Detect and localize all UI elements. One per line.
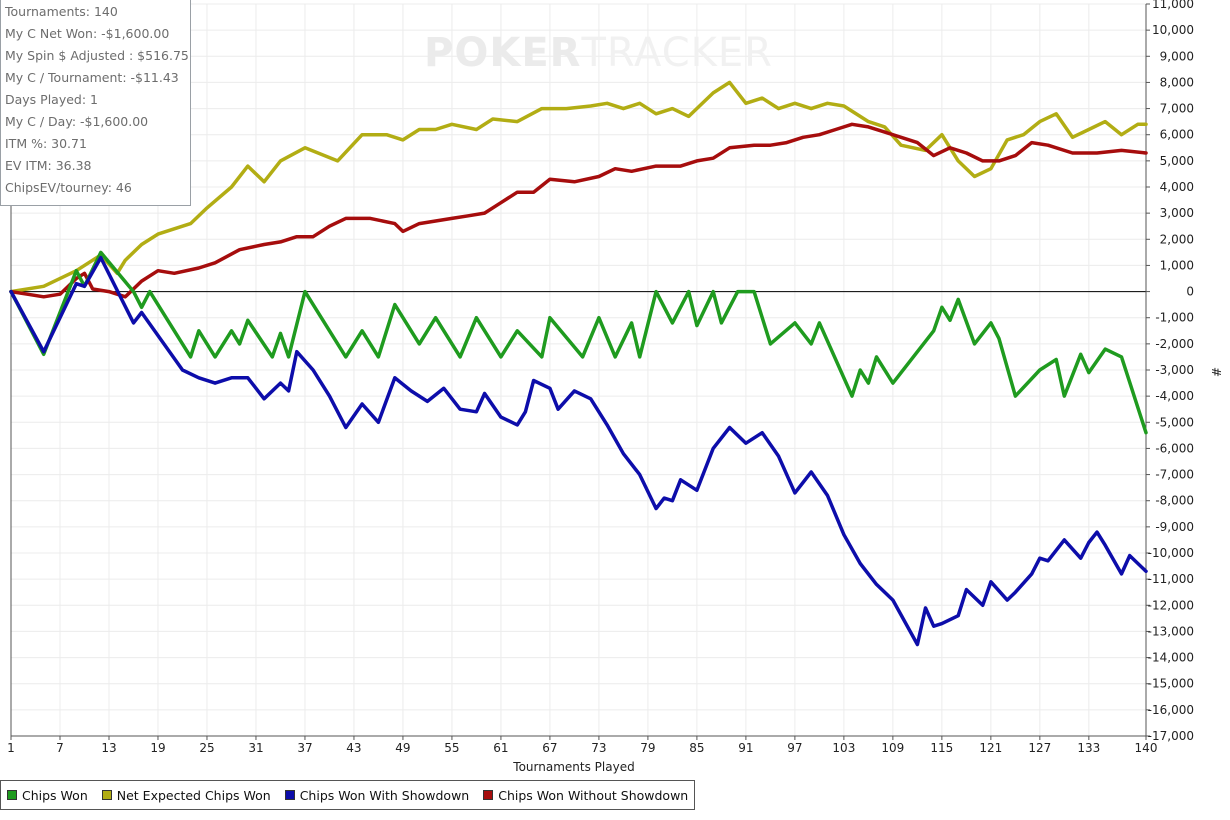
y-tick-label: -16,000 xyxy=(1148,703,1194,717)
y-tick-label: -3,000 xyxy=(1155,363,1194,377)
y-axis-ticks: 11,000 10,000 9,000 8,000 7,000 6,000 5,000 4,0… xyxy=(1146,0,1194,743)
x-tick-label: 31 xyxy=(248,741,263,755)
series-lines xyxy=(9,80,1148,647)
x-tick-label: 73 xyxy=(591,741,606,755)
y-tick-label: -2,000 xyxy=(1155,337,1194,351)
y-tick-label: 8,000 xyxy=(1160,75,1194,89)
y-tick-label: 6,000 xyxy=(1160,128,1194,142)
legend-swatch xyxy=(483,790,494,800)
watermark-part2: TRACKER xyxy=(581,30,773,76)
y-tick-label: -10,000 xyxy=(1148,546,1194,560)
y-tick-label: -4,000 xyxy=(1155,389,1194,403)
x-tick-label: 49 xyxy=(395,741,410,755)
stat-line: My C Net Won: -$1,600.00 xyxy=(5,26,170,41)
legend-label: Chips Won Without Showdown xyxy=(498,787,689,803)
x-axis-label: Tournaments Played xyxy=(512,760,634,774)
x-tick-label: 121 xyxy=(979,741,1002,755)
series-line-net-expected-chips-won xyxy=(9,80,1148,294)
y-tick-label: 10,000 xyxy=(1152,23,1194,37)
legend-item-chips-won-without-showdown: Chips Won Without Showdown xyxy=(483,788,688,803)
x-tick-label: 127 xyxy=(1028,741,1051,755)
y-tick-label: -13,000 xyxy=(1148,624,1194,638)
y-tick-label: -15,000 xyxy=(1148,677,1194,691)
y-tick-label: -17,000 xyxy=(1148,729,1194,743)
chart-legend: Chips Won Net Expected Chips Won Chips Won… xyxy=(0,780,696,810)
legend-label: Chips Won xyxy=(22,787,88,803)
stat-line: ITM %: 30.71 xyxy=(5,136,87,151)
y-axis-label: # xyxy=(1209,367,1223,377)
legend-item-net-expected-chips-won: Net Expected Chips Won xyxy=(101,787,271,803)
x-tick-label: 79 xyxy=(640,741,655,755)
x-tick-label: 37 xyxy=(297,741,312,755)
y-tick-label: -11,000 xyxy=(1148,572,1194,586)
x-tick-label: 13 xyxy=(101,741,116,755)
y-tick-label: 11,000 xyxy=(1152,0,1194,11)
x-tick-label: 85 xyxy=(689,741,704,755)
x-tick-label: 55 xyxy=(444,741,459,755)
stat-line: ChipsEV/tourney: 46 xyxy=(5,180,132,195)
legend-label: Chips Won With Showdown xyxy=(299,787,470,803)
y-tick-label: -1,000 xyxy=(1155,311,1194,325)
stat-line: My C / Tournament: -$11.43 xyxy=(5,70,179,85)
y-tick-label: -14,000 xyxy=(1148,651,1194,665)
stats-panel: Tournaments: 140 My C Net Won: -$1,600.00… xyxy=(0,0,191,206)
y-tick-label: 9,000 xyxy=(1160,49,1194,63)
y-tick-label: -8,000 xyxy=(1155,494,1194,508)
y-tick-label: -12,000 xyxy=(1148,598,1194,612)
x-tick-label: 115 xyxy=(930,741,953,755)
x-tick-label: 25 xyxy=(199,741,214,755)
pokertracker-watermark: POKERTRACKER xyxy=(424,30,773,76)
x-tick-label: 97 xyxy=(787,741,802,755)
x-tick-label: 103 xyxy=(832,741,855,755)
y-tick-label: -9,000 xyxy=(1155,520,1194,534)
watermark-part1: POKER xyxy=(424,30,582,76)
legend-swatch xyxy=(284,790,295,800)
y-tick-label: -6,000 xyxy=(1155,441,1194,455)
x-tick-label: 109 xyxy=(881,741,904,755)
y-tick-label: 3,000 xyxy=(1160,206,1194,220)
y-tick-label: 0 xyxy=(1186,285,1194,299)
y-tick-label: 5,000 xyxy=(1160,154,1194,168)
legend-item-chips-won-with-showdown: Chips Won With Showdown xyxy=(284,787,470,803)
legend-item-chips-won: Chips Won xyxy=(7,788,88,803)
series-line-chips-won-without-showdown xyxy=(9,122,1148,299)
stat-line: EV ITM: 36.38 xyxy=(5,158,92,173)
x-tick-label: 133 xyxy=(1077,741,1100,755)
y-tick-label: -7,000 xyxy=(1155,468,1194,482)
stat-line: My C / Day: -$1,600.00 xyxy=(5,114,149,129)
x-tick-label: 91 xyxy=(738,741,753,755)
x-tick-label: 7 xyxy=(56,741,64,755)
legend-swatch xyxy=(101,790,112,800)
legend-swatch xyxy=(7,790,17,800)
x-tick-label: 140 xyxy=(1135,741,1158,755)
x-tick-label: 19 xyxy=(150,741,165,755)
y-tick-label: 4,000 xyxy=(1160,180,1194,194)
legend-label: Net Expected Chips Won xyxy=(116,787,271,803)
x-tick-label: 43 xyxy=(346,741,361,755)
y-tick-label: -5,000 xyxy=(1155,415,1194,429)
stat-line: Days Played: 1 xyxy=(5,92,98,107)
y-tick-label: 7,000 xyxy=(1160,102,1194,116)
x-axis-ticks: 1 7 13 19 25 31 37 43 49 55 61 67 73 79 85 91 97 103 109 11… xyxy=(7,736,1157,755)
x-tick-label: 67 xyxy=(542,741,557,755)
y-tick-label: 2,000 xyxy=(1160,232,1194,246)
x-tick-label: 1 xyxy=(7,741,15,755)
stat-line: Tournaments: 140 xyxy=(5,4,118,19)
series-line-chips-won-with-showdown xyxy=(9,255,1148,647)
series-line-chips-won xyxy=(9,250,1148,435)
stat-line: My Spin $ Adjusted : $516.75 xyxy=(5,48,189,63)
x-tick-label: 61 xyxy=(493,741,508,755)
y-tick-label: 1,000 xyxy=(1160,258,1194,272)
